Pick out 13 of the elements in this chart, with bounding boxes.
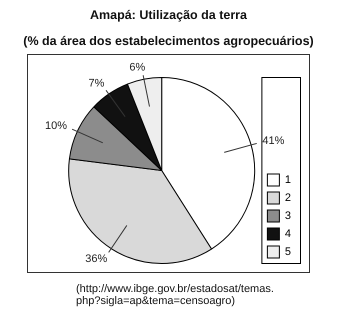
data-label: 36% bbox=[85, 253, 108, 266]
chart-title: Amapá: Utilização da terra bbox=[89, 8, 248, 22]
data-label: 41% bbox=[262, 135, 285, 148]
legend-label: 3 bbox=[284, 210, 292, 222]
legend-label: 4 bbox=[284, 228, 292, 240]
data-label: 6% bbox=[129, 61, 146, 74]
chart-subtitle: (% da área dos estabelecimentos agropecuários) bbox=[22, 34, 315, 48]
text: (http://www.ibge.gov.br/estadosat/temas. php?sigla=ap&tema=censoagro) bbox=[76, 283, 275, 307]
data-label: 10% bbox=[45, 120, 68, 132]
legend-label: 1 bbox=[284, 174, 292, 186]
legend-label: 5 bbox=[284, 246, 292, 258]
legend-label: 2 bbox=[284, 192, 292, 204]
data-label: 7% bbox=[88, 78, 105, 90]
